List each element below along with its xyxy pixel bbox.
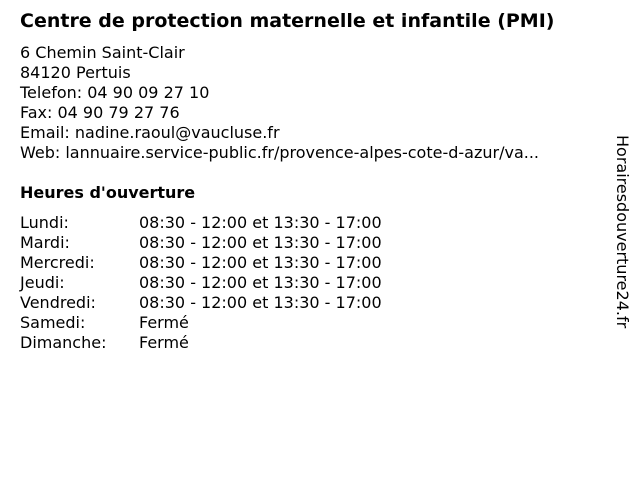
time: Fermé <box>139 333 189 352</box>
time: Fermé <box>139 313 189 332</box>
time: 08:30 - 12:00 et 13:30 - 17:00 <box>139 233 382 252</box>
contact-info: 6 Chemin Saint-Clair 84120 Pertuis Telef… <box>20 43 539 163</box>
hours-heading: Heures d'ouverture <box>20 183 196 202</box>
day: Samedi: <box>20 313 86 332</box>
hours-row: Samedi: Fermé <box>20 313 382 333</box>
time: 08:30 - 12:00 et 13:30 - 17:00 <box>139 293 382 312</box>
hours-row: Lundi: 08:30 - 12:00 et 13:30 - 17:00 <box>20 213 382 233</box>
hours-row: Vendredi: 08:30 - 12:00 et 13:30 - 17:00 <box>20 293 382 313</box>
time: 08:30 - 12:00 et 13:30 - 17:00 <box>139 253 382 272</box>
hours-table: Lundi: 08:30 - 12:00 et 13:30 - 17:00 Mar… <box>20 213 382 353</box>
page-title: Centre de protection maternelle et infan… <box>20 10 555 32</box>
day: Mercredi: <box>20 253 95 272</box>
site-watermark: Horairesdouverture24.fr <box>613 135 632 329</box>
hours-row: Mardi: 08:30 - 12:00 et 13:30 - 17:00 <box>20 233 382 253</box>
hours-row: Dimanche: Fermé <box>20 333 382 353</box>
hours-row: Jeudi: 08:30 - 12:00 et 13:30 - 17:00 <box>20 273 382 293</box>
day: Lundi: <box>20 213 69 232</box>
street: 6 Chemin Saint-Clair <box>20 43 185 62</box>
fax: Fax: 04 90 79 27 76 <box>20 103 180 122</box>
day: Dimanche: <box>20 333 107 352</box>
email: Email: nadine.raoul@vaucluse.fr <box>20 123 280 142</box>
city: 84120 Pertuis <box>20 63 131 82</box>
time: 08:30 - 12:00 et 13:30 - 17:00 <box>139 213 382 232</box>
day: Jeudi: <box>20 273 65 292</box>
day: Mardi: <box>20 233 70 252</box>
hours-row: Mercredi: 08:30 - 12:00 et 13:30 - 17:00 <box>20 253 382 273</box>
website: Web: lannuaire.service-public.fr/provenc… <box>20 143 539 162</box>
time: 08:30 - 12:00 et 13:30 - 17:00 <box>139 273 382 292</box>
day: Vendredi: <box>20 293 96 312</box>
phone: Telefon: 04 90 09 27 10 <box>20 83 210 102</box>
